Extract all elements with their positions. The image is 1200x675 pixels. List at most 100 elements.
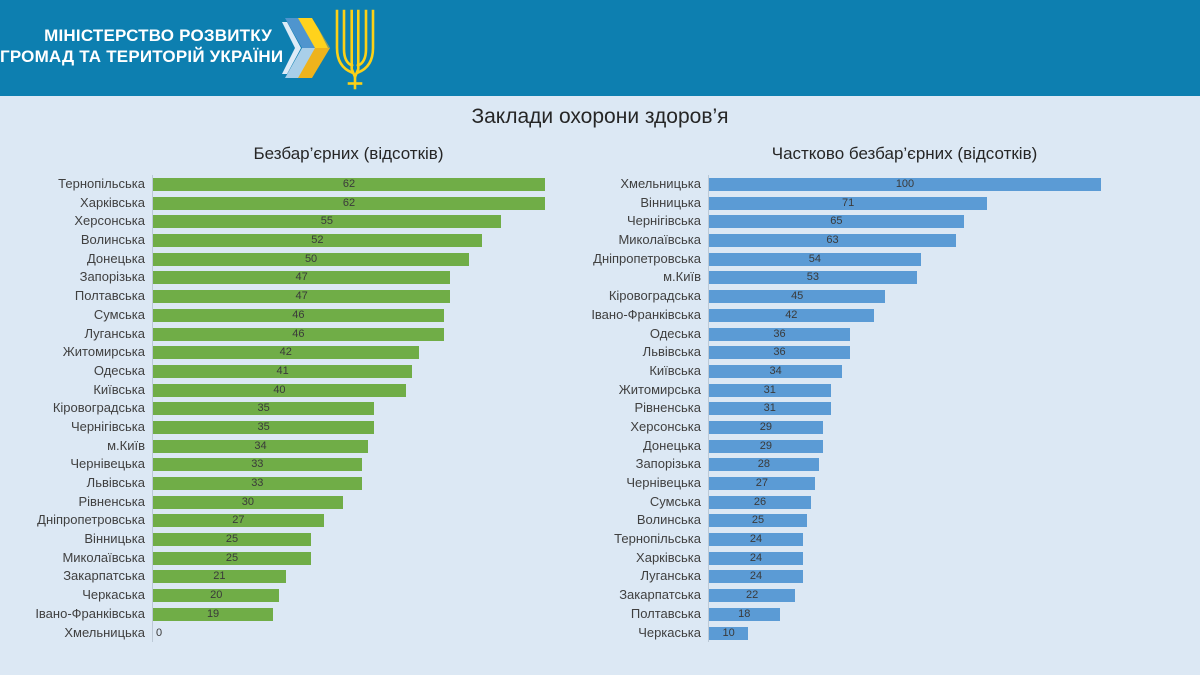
bar-row: Закарпатська 22 [575,586,1175,605]
value-label: 54 [808,252,821,265]
plot-area: 22 [708,586,1101,605]
bar: 36 [709,346,851,360]
bar: 71 [709,196,988,210]
bar: 29 [709,439,823,453]
value-label: 41 [276,364,289,377]
bar-row: Хмельницька 0 [30,623,575,643]
category-label: Кіровоградська [608,288,701,304]
charts-container: Безбар’єрних (відсотків) Тернопільська 62… [0,144,1200,643]
bar: 28 [709,458,819,472]
plot-area: 26 [708,492,1101,512]
value-label: 20 [210,589,223,602]
bar-row: Запорізька 47 [30,268,575,288]
category-label: Івано-Франківська [591,306,701,322]
category-label: Полтавська [74,288,145,304]
plot-area: 45 [708,287,1101,306]
value-label: 47 [295,290,308,303]
category-label: Херсонська [74,213,145,229]
bar-row: Донецька 29 [575,436,1175,456]
plot-area: 25 [708,511,1101,531]
bar: 31 [709,402,831,416]
plot-area: 35 [152,399,545,418]
category-label: Житомирська [62,344,145,360]
bar: 35 [153,420,375,434]
bar: 18 [709,607,780,621]
bar: 42 [709,308,874,322]
category-label: Запорізька [635,456,701,472]
category-label: Рівненська [78,493,145,509]
value-label: 27 [232,514,245,527]
value-label: 63 [826,234,839,247]
bar-row: Луганська 24 [575,567,1175,587]
value-label: 25 [225,551,239,564]
bar-row: Чернівецька 27 [575,474,1175,493]
plot-area: 71 [708,193,1101,213]
value-label: 52 [311,234,324,247]
plot-area: 65 [708,212,1101,232]
value-label: 50 [304,252,318,265]
category-label: Чернігівська [626,213,701,229]
bar-row: Львівська 36 [575,343,1175,362]
bar-row: Київська 40 [30,380,575,400]
value-label: 30 [241,495,254,508]
chart-rows-barrier-free: Тернопільська 62 Харківська 62 Херсонська 55 В… [30,175,575,643]
plot-area: 28 [708,455,1101,474]
header: МІНІСТЕРСТВО РОЗВИТКУ ГРОМАД ТА ТЕРИТОРІ… [0,0,1200,96]
category-label: Вінницька [84,531,145,547]
plot-area: 54 [708,249,1101,269]
bar: 21 [153,570,286,584]
bar: 40 [153,383,406,397]
chart-rows-partially-barrier-free: Хмельницька 100 Вінницька 71 Чернігівська 65 М… [575,175,1175,643]
plot-area: 33 [152,474,545,493]
category-label: Миколаївська [62,549,145,565]
category-label: Дніпропетровська [37,512,145,528]
bar: 62 [153,178,545,191]
bar: 31 [709,383,831,397]
bar-row: Івано-Франківська 42 [575,305,1175,325]
bar: 47 [153,271,451,285]
bar: 25 [153,551,312,565]
value-label: 18 [738,607,751,620]
plot-area: 10 [708,623,1101,643]
bar-row: Рівненська 31 [575,399,1175,418]
bar-row: Полтавська 47 [30,287,575,306]
value-label: 62 [342,196,356,209]
bar: 34 [153,439,368,453]
bar-row: Черкаська 10 [575,623,1175,643]
plot-area: 19 [152,604,545,624]
plot-area: 0 [152,623,545,643]
bar: 63 [709,234,956,248]
bar: 19 [153,607,274,621]
bar: 22 [709,589,796,603]
category-label: Одеська [93,362,145,378]
bar: 100 [709,178,1101,191]
value-label: 10 [722,626,735,639]
plot-area: 41 [152,361,545,381]
value-label: 62 [342,178,356,190]
value-label: 46 [292,327,305,340]
value-label: 40 [273,383,286,396]
value-label: 35 [257,402,270,415]
bar: 26 [709,495,811,509]
category-label: Черкаська [638,624,701,640]
category-label: Запорізька [79,269,145,285]
bar-row: Миколаївська 63 [575,231,1175,250]
bar-row: Чернівецька 33 [30,455,575,474]
bar-row: Харківська 62 [30,193,575,213]
bar-row: Кіровоградська 45 [575,287,1175,306]
plot-area: 34 [152,436,545,456]
main: Заклади охорони здоров’я Безбар’єрних (в… [0,105,1200,643]
ministry-logo-chevron-icon [282,18,330,78]
plot-area: 62 [152,175,545,194]
plot-area: 46 [152,324,545,344]
value-label: 71 [842,196,855,209]
value-label: 65 [830,215,843,228]
plot-area: 36 [708,324,1101,344]
value-label: 42 [279,346,292,359]
chart-barrier-free: Безбар’єрних (відсотків) Тернопільська 62… [30,144,575,643]
bar-row: Волинська 25 [575,511,1175,531]
value-label: 28 [757,458,770,471]
bar: 52 [153,234,482,248]
bar: 46 [153,308,444,322]
plot-area: 42 [152,343,545,362]
